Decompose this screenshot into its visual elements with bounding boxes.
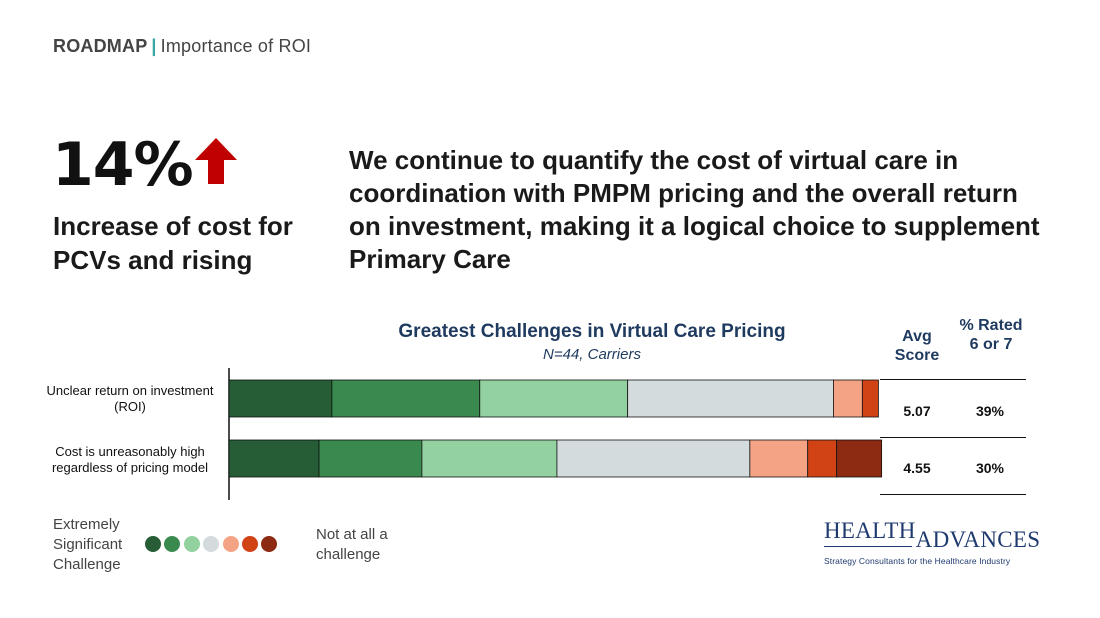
bar-segment [861, 379, 879, 418]
legend-dot [203, 536, 220, 552]
bar-segment [228, 439, 320, 478]
bar-segment [228, 379, 333, 418]
bar-segment [833, 379, 863, 418]
up-arrow-icon [195, 138, 237, 184]
breadcrumb-page: Importance of ROI [160, 36, 312, 56]
bar-segment [479, 379, 629, 418]
bar-segment [318, 439, 423, 478]
legend-left-label: Extremely Significant Challenge [53, 516, 123, 573]
headline: We continue to quantify the cost of virt… [349, 145, 1040, 274]
bar-segment [836, 439, 883, 478]
logo-tagline: Strategy Consultants for the Healthcare … [824, 556, 1011, 566]
table-divider [880, 379, 1026, 380]
table-divider [880, 437, 1026, 438]
logo-text-right: ADVANCES [915, 527, 1041, 552]
category-label: Unclear return on investment (ROI) [46, 383, 214, 414]
logo-text-left: HEALTH [824, 518, 916, 543]
stat-value: 14% [52, 130, 194, 200]
bar-segment [749, 439, 809, 478]
pct-rated-cell: 30% [975, 460, 1005, 476]
legend-dot [145, 536, 161, 552]
chart-title: Greatest Challenges in Virtual Care Pric… [398, 321, 786, 342]
avg-score-cell: 5.07 [903, 403, 931, 419]
pct-rated-header: % Rated 6 or 7 [959, 317, 1023, 353]
stat-caption: Increase of cost for PCVs and rising [53, 211, 293, 275]
category-label: Cost is unreasonably high regardless of … [51, 444, 209, 475]
bar-segment [627, 379, 834, 418]
health-advances-logo: HEALTHADVANCES Strategy Consultants for … [824, 518, 1040, 566]
breadcrumb-separator: | [151, 36, 157, 56]
bar-segment [807, 439, 838, 478]
legend-dot [164, 536, 181, 552]
legend-dot [183, 536, 200, 552]
legend-scale [145, 536, 281, 554]
legend-right-label: Not at all a challenge [316, 526, 388, 563]
bar-segment [556, 439, 751, 478]
breadcrumb: ROADMAP | Importance of ROI [53, 36, 311, 57]
legend-dot [241, 536, 258, 552]
bar-segment [421, 439, 558, 478]
table-divider [880, 494, 1026, 495]
pct-rated-cell: 39% [975, 403, 1005, 419]
avg-score-cell: 4.55 [903, 460, 931, 476]
avg-score-header: Avg Score [894, 328, 940, 364]
legend-dot [261, 536, 278, 552]
bar-segment [331, 379, 481, 418]
legend-dot [222, 536, 239, 552]
chart-subtitle: N=44, Carriers [543, 346, 641, 363]
breadcrumb-section: ROADMAP [53, 36, 148, 56]
